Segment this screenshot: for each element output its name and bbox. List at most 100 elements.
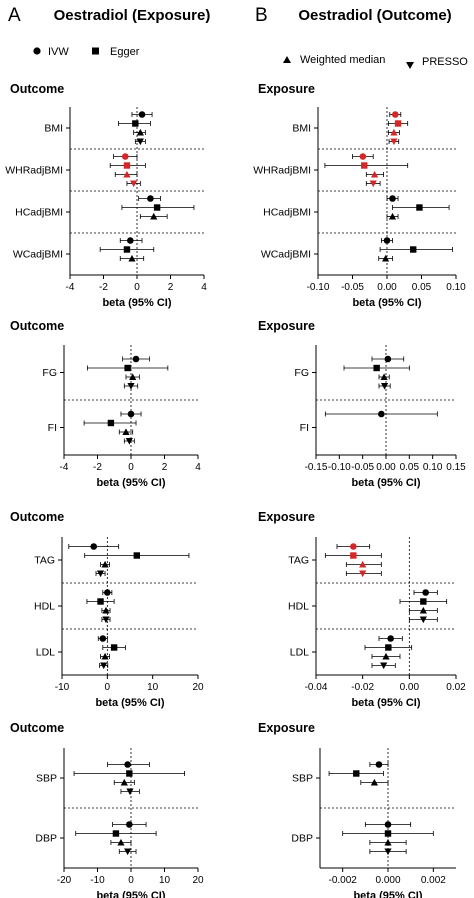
category-label-hcadjbmi: HCadjBMI xyxy=(263,207,311,219)
x-axis-label: beta (95% CI) xyxy=(102,297,171,309)
point-wcadjbmi-ivw-marker xyxy=(383,237,391,244)
point-ldl-egger-marker xyxy=(110,644,118,651)
x-tick-label: 0.000 xyxy=(375,875,400,886)
panel-letter-a: A xyxy=(8,5,21,26)
category-label-wcadjbmi: WCadjBMI xyxy=(13,249,63,261)
point-hcadjbmi-ivw-marker xyxy=(389,195,396,202)
category-label-bmi: BMI xyxy=(292,123,311,135)
x-axis-label: beta (95% CI) xyxy=(351,697,420,709)
point-wcadjbmi-weighted-median-marker xyxy=(128,254,136,262)
chart-heading: Outcome xyxy=(10,319,64,333)
legend-marker-weighted-median xyxy=(283,56,291,63)
point-ldl-presso-marker xyxy=(380,662,388,670)
legend-marker-presso xyxy=(406,62,414,69)
x-tick-label: -0.10 xyxy=(328,462,351,473)
point-sbp-weighted-median-marker xyxy=(120,778,128,786)
point-wcadjbmi-egger-marker xyxy=(123,246,131,253)
x-tick-label: -20 xyxy=(57,875,72,886)
category-label-hdl: HDL xyxy=(288,601,309,613)
x-tick-label: 0.00 xyxy=(377,282,397,293)
category-label-fg: FG xyxy=(42,367,57,379)
legend-label-presso: PRESSO xyxy=(422,56,468,68)
chart-heading: Exposure xyxy=(258,82,315,96)
category-label-fi: FI xyxy=(48,422,57,434)
x-axis-label: beta (95% CI) xyxy=(96,477,165,489)
point-tag-weighted-median-marker xyxy=(359,560,367,568)
point-hcadjbmi-ivw-marker xyxy=(147,195,154,202)
point-fg-ivw-marker xyxy=(132,355,140,363)
x-tick-label: 0 xyxy=(105,682,111,693)
legend-label-weighted-median: Weighted median xyxy=(300,54,385,66)
point-whradjbmi-presso-marker xyxy=(369,180,377,188)
point-hdl-presso-marker xyxy=(102,616,110,624)
point-bmi-weighted-median-marker xyxy=(390,128,398,136)
chart-heading: Outcome xyxy=(10,82,64,96)
point-fg-weighted-median-marker xyxy=(380,373,388,380)
point-bmi-ivw-marker xyxy=(391,111,399,118)
chart-heading: Exposure xyxy=(258,510,315,524)
point-sbp-egger-marker xyxy=(353,770,360,777)
point-fi-ivw-marker xyxy=(127,410,135,418)
chart-5: Outcome -10 0 10 20 beta (95% CI) TAG HDL LDL xyxy=(10,510,204,709)
chart-1: Outcome -4 -2 0 2 4 beta (95% CI) BMI WHRadjBMI H… xyxy=(5,82,207,309)
category-label-bmi: BMI xyxy=(44,123,63,135)
point-bmi-egger-marker xyxy=(132,120,139,127)
category-label-tag: TAG xyxy=(34,555,55,567)
x-tick-label: -0.05 xyxy=(341,282,364,293)
point-whradjbmi-ivw-marker xyxy=(121,153,129,160)
x-tick-label: -10 xyxy=(90,875,105,886)
legend-label-egger: Egger xyxy=(110,46,140,58)
point-hdl-ivw-marker xyxy=(422,589,429,596)
chart-heading: Outcome xyxy=(10,510,64,524)
x-axis-label: beta (95% CI) xyxy=(95,697,164,709)
point-whradjbmi-weighted-median-marker xyxy=(370,170,379,178)
category-label-dbp: DBP xyxy=(291,833,313,845)
point-fi-egger-marker xyxy=(107,419,115,427)
point-hdl-presso-marker xyxy=(419,616,427,624)
point-bmi-ivw-marker xyxy=(138,111,146,118)
chart-7: Outcome -20 -10 0 10 20 beta (95% CI) SBP DBP xyxy=(10,721,204,898)
point-ldl-presso-marker xyxy=(100,662,108,670)
point-wcadjbmi-ivw-marker xyxy=(127,237,134,244)
x-tick-label: 0 xyxy=(134,282,140,293)
point-whradjbmi-egger-marker xyxy=(123,162,131,169)
point-wcadjbmi-egger-marker xyxy=(410,246,417,253)
x-tick-label: -2 xyxy=(93,462,102,473)
point-fg-egger-marker xyxy=(124,364,131,372)
point-tag-ivw-marker xyxy=(350,543,357,550)
point-fi-ivw-marker xyxy=(378,410,385,418)
chart-2: Exposure -0.10 -0.05 0.00 0.05 0.10 beta (95% … xyxy=(253,82,466,309)
point-sbp-ivw-marker xyxy=(375,761,383,768)
chart-heading: Exposure xyxy=(258,319,315,333)
x-tick-label: -2 xyxy=(99,282,108,293)
point-tag-ivw-marker xyxy=(90,543,98,550)
x-tick-label: 0 xyxy=(128,462,134,473)
category-label-fg: FG xyxy=(294,367,309,379)
point-whradjbmi-egger-marker xyxy=(361,162,368,169)
x-tick-label: 0 xyxy=(128,875,134,886)
x-tick-label: 0.10 xyxy=(446,282,466,293)
x-tick-label: 10 xyxy=(159,875,171,886)
point-hcadjbmi-egger-marker xyxy=(153,204,161,211)
point-hdl-ivw-marker xyxy=(104,589,111,596)
point-whradjbmi-ivw-marker xyxy=(359,153,367,160)
x-tick-label: 0.02 xyxy=(446,682,466,693)
point-dbp-weighted-median-marker xyxy=(384,838,392,846)
point-hcadjbmi-egger-marker xyxy=(416,204,423,211)
x-tick-label: 4 xyxy=(201,282,207,293)
point-ldl-ivw-marker xyxy=(99,635,107,642)
x-tick-label: -0.05 xyxy=(351,462,374,473)
x-axis-label: beta (95% CI) xyxy=(352,297,421,309)
chart-3: Outcome -4 -2 0 2 4 beta (95% CI) FG FI xyxy=(10,319,201,489)
point-fg-egger-marker xyxy=(373,364,380,372)
category-label-hdl: HDL xyxy=(34,601,55,613)
point-ldl-weighted-median-marker xyxy=(101,652,109,660)
point-tag-presso-marker xyxy=(96,570,105,578)
category-label-fi: FI xyxy=(300,422,309,434)
x-tick-label: -0.04 xyxy=(305,682,328,693)
point-dbp-weighted-median-marker xyxy=(117,838,125,846)
chart-heading: Exposure xyxy=(258,721,315,735)
category-label-sbp: SBP xyxy=(292,773,313,785)
point-hdl-egger-marker xyxy=(97,598,104,605)
